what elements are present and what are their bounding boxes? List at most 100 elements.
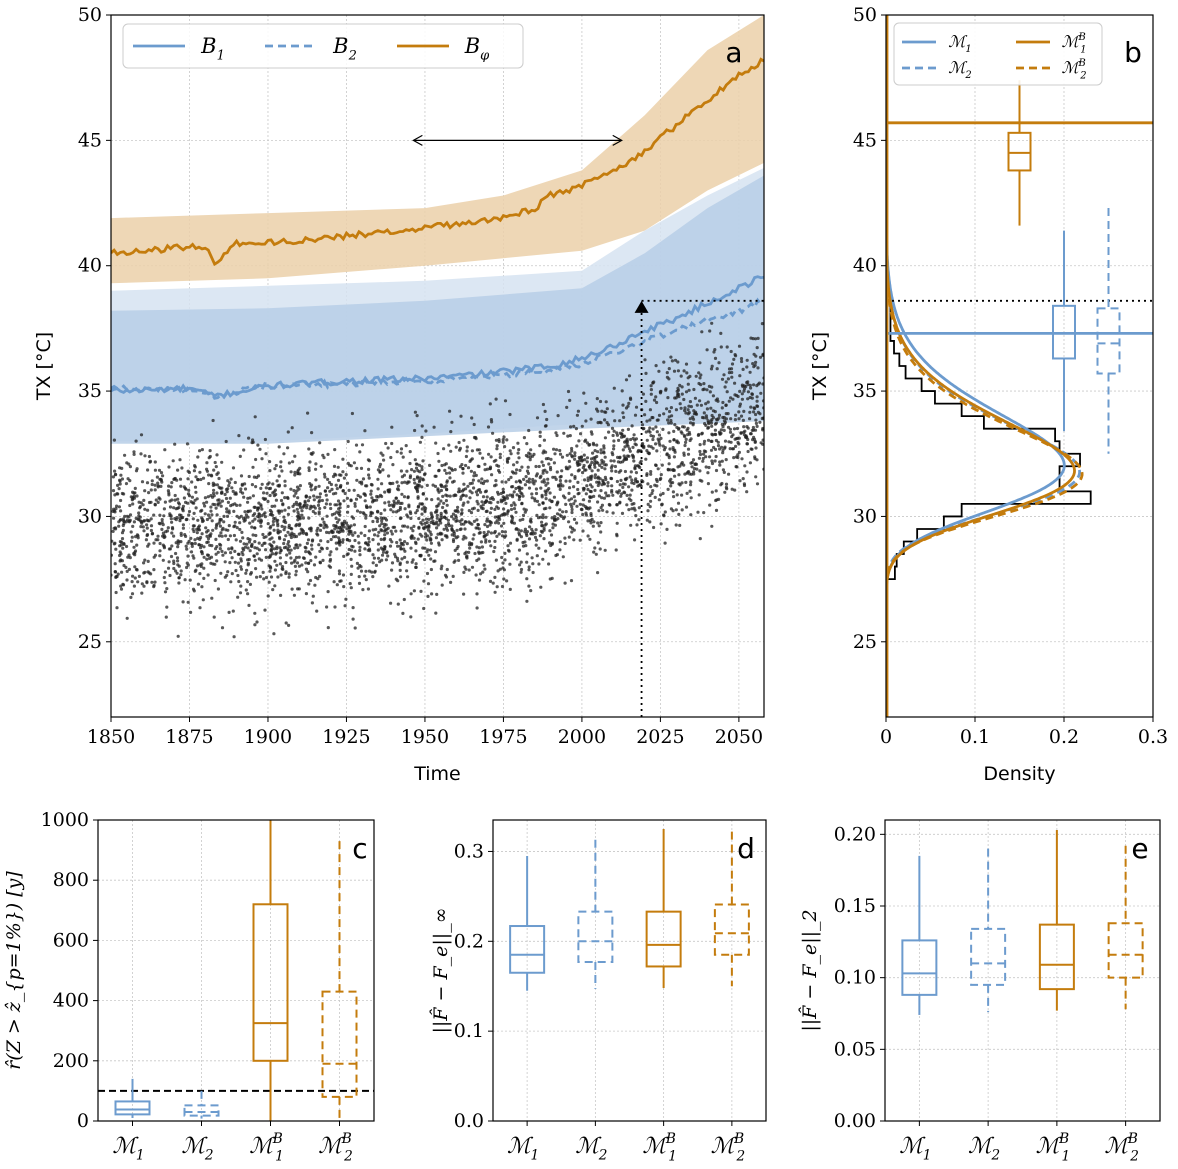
observation-point <box>327 480 332 485</box>
observation-point <box>413 410 417 414</box>
observation-point <box>201 598 205 602</box>
observation-point <box>419 553 423 557</box>
observation-point <box>172 506 176 510</box>
observation-point <box>546 456 550 461</box>
observation-point <box>429 538 433 542</box>
observation-point <box>579 455 584 459</box>
observation-point <box>121 546 125 550</box>
observation-point <box>558 479 563 483</box>
observation-point <box>667 415 671 419</box>
observation-point <box>603 410 607 414</box>
y-tick-label: 25 <box>78 631 102 653</box>
observation-point <box>283 525 287 529</box>
observation-point <box>745 470 749 474</box>
observation-point <box>416 495 420 499</box>
observation-point <box>586 534 590 538</box>
observation-point <box>262 577 266 581</box>
observation-point <box>331 530 335 534</box>
observation-point <box>462 501 466 505</box>
observation-point <box>125 578 129 582</box>
observation-point <box>185 517 189 522</box>
observation-point <box>366 543 370 547</box>
observation-point <box>605 407 609 411</box>
observation-point <box>566 389 571 394</box>
observation-point <box>268 565 273 569</box>
observation-point <box>282 538 286 542</box>
observation-point <box>553 523 558 527</box>
observation-point <box>488 511 492 515</box>
observation-point <box>755 404 760 408</box>
observation-point <box>363 574 367 578</box>
observation-point <box>116 572 120 576</box>
observation-point <box>268 526 272 530</box>
observation-point <box>471 478 475 482</box>
observation-point <box>494 558 498 562</box>
observation-point <box>542 507 547 511</box>
x-tick-label: ℳ2 <box>181 1134 213 1164</box>
observation-point <box>232 635 236 639</box>
observation-point <box>240 530 244 535</box>
observation-point <box>730 370 734 375</box>
observation-point <box>412 477 416 482</box>
observation-point <box>706 400 710 404</box>
observation-point <box>724 458 728 462</box>
observation-point <box>459 512 463 516</box>
observation-point <box>554 431 558 435</box>
observation-point <box>534 491 539 496</box>
observation-point <box>342 521 346 526</box>
observation-point <box>584 419 588 423</box>
observation-point <box>511 446 516 450</box>
observation-point <box>691 421 695 425</box>
observation-point <box>135 543 139 547</box>
boxplot-3 <box>1107 845 1144 1010</box>
observation-point <box>610 490 614 494</box>
observation-point <box>499 491 503 496</box>
observation-point <box>730 435 734 439</box>
observation-point <box>714 454 718 459</box>
observation-point <box>442 485 446 489</box>
observation-point <box>422 527 426 531</box>
observation-point <box>217 476 221 481</box>
observation-point <box>313 487 317 491</box>
observation-point <box>266 499 270 504</box>
observation-point <box>193 541 197 546</box>
observation-point <box>634 405 639 409</box>
observation-point <box>591 441 596 445</box>
observation-point <box>314 467 318 471</box>
observation-point <box>349 586 353 590</box>
panel-b-content <box>886 15 1153 717</box>
observation-point <box>649 485 653 489</box>
observation-point <box>120 491 124 496</box>
observation-point <box>491 431 495 435</box>
observation-point <box>707 422 711 426</box>
observation-point <box>111 475 115 479</box>
observation-point <box>709 367 714 371</box>
observation-point <box>292 494 296 498</box>
observation-point <box>625 503 629 507</box>
observation-point <box>310 547 314 551</box>
observation-point <box>710 424 714 428</box>
observation-point <box>454 514 458 518</box>
observation-point <box>248 582 252 587</box>
observation-point <box>142 498 146 502</box>
observation-point <box>625 493 629 497</box>
observation-point <box>516 451 520 455</box>
observation-point <box>276 528 280 532</box>
legend-frame <box>893 22 1103 86</box>
observation-point <box>279 460 283 464</box>
observation-point <box>502 568 506 572</box>
observation-point <box>220 486 224 490</box>
observation-point <box>694 412 699 416</box>
observation-point <box>335 503 339 507</box>
observation-point <box>712 445 716 450</box>
observation-point <box>364 513 368 518</box>
observation-point <box>622 415 626 419</box>
observation-point <box>556 500 560 504</box>
observation-point <box>158 554 162 558</box>
observation-point <box>586 476 590 480</box>
observation-point <box>355 561 359 566</box>
box <box>183 1104 220 1117</box>
observation-point <box>376 468 380 472</box>
observation-point <box>698 399 702 403</box>
observation-point <box>610 484 614 488</box>
